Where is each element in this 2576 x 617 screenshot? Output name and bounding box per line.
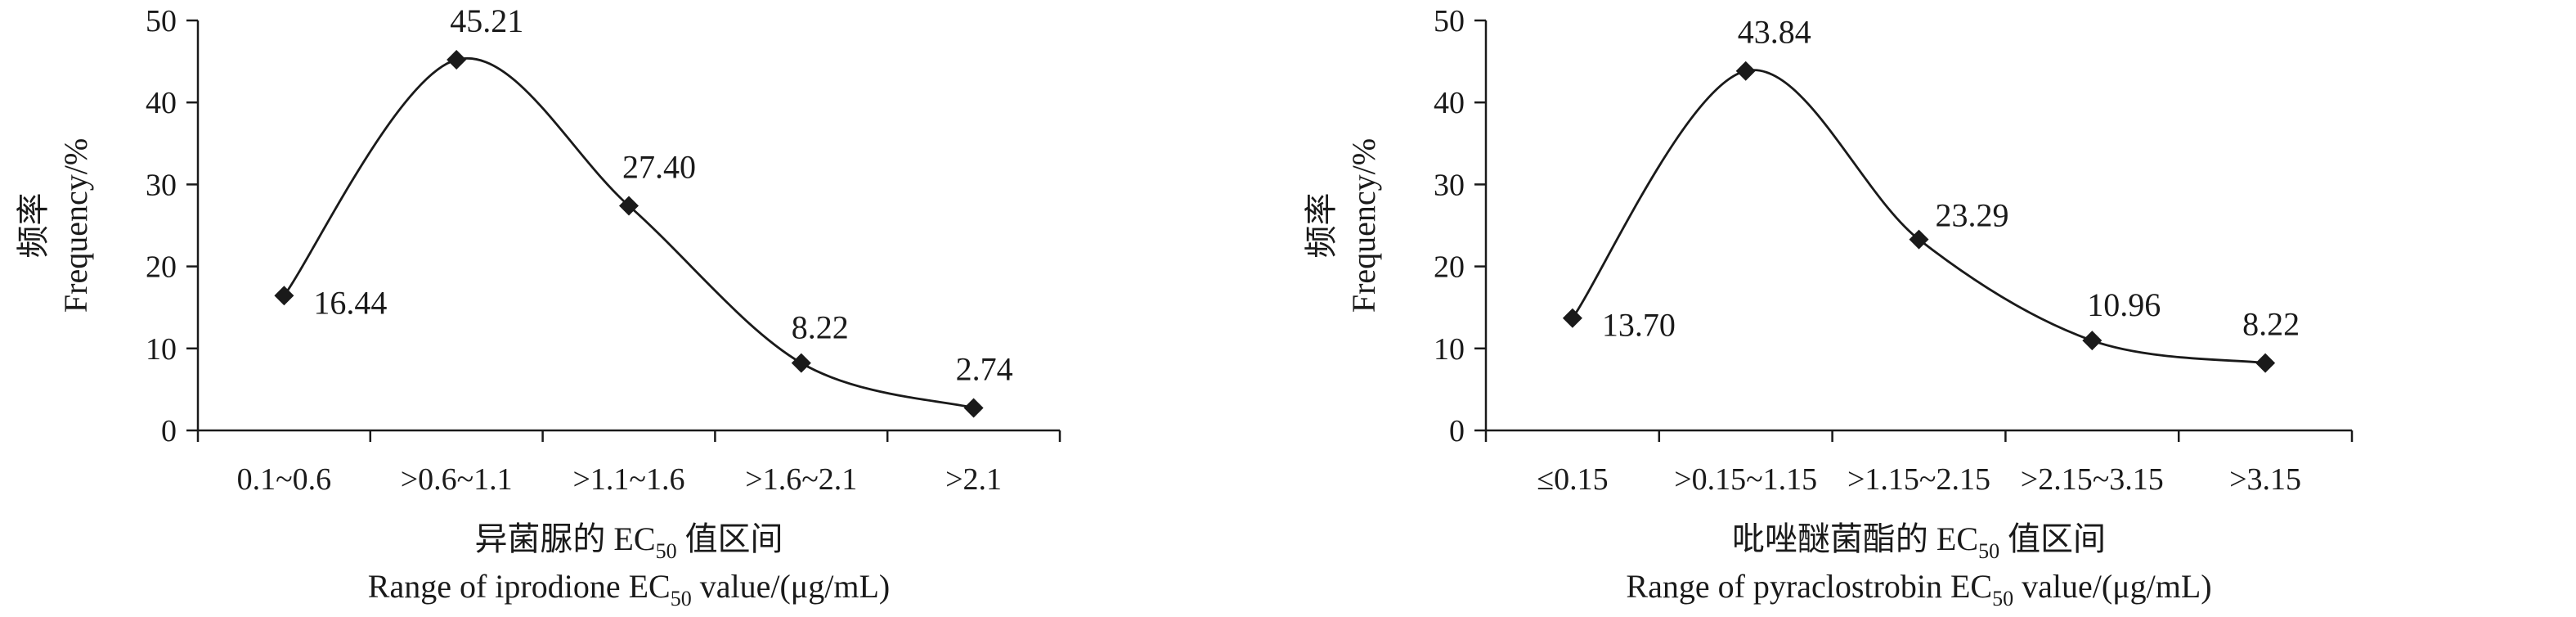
y-axis-title-en: Frequency/% bbox=[1345, 138, 1382, 313]
y-tick-label: 0 bbox=[161, 414, 177, 448]
x-tick-label: >3.15 bbox=[2229, 462, 2301, 497]
series-line bbox=[283, 56, 974, 409]
data-label: 23.29 bbox=[1936, 197, 2009, 234]
data-point bbox=[274, 286, 294, 306]
y-axis-title-en: Frequency/% bbox=[57, 138, 94, 313]
y-tick-label: 30 bbox=[146, 168, 177, 202]
y-tick-label: 10 bbox=[1434, 332, 1465, 367]
data-point bbox=[1909, 229, 1929, 250]
data-label: 8.22 bbox=[792, 309, 849, 346]
data-label: 8.22 bbox=[2242, 306, 2300, 343]
y-tick-label: 20 bbox=[1434, 250, 1465, 285]
data-point bbox=[791, 353, 811, 373]
x-tick-label: ≤0.15 bbox=[1537, 462, 1608, 497]
data-label: 13.70 bbox=[1602, 307, 1676, 344]
x-tick-label: >0.6~1.1 bbox=[401, 462, 513, 497]
data-label: 16.44 bbox=[313, 284, 387, 321]
data-point bbox=[1735, 61, 1756, 81]
y-tick-label: 10 bbox=[146, 332, 177, 367]
x-axis-title-en: Range of iprodione EC50 value/(μg/mL) bbox=[368, 568, 890, 610]
data-label: 10.96 bbox=[2087, 286, 2161, 323]
data-point bbox=[447, 49, 467, 70]
x-tick-label: >1.6~2.1 bbox=[745, 462, 857, 497]
x-axis-title-en: Range of pyraclostrobin EC50 value/(μg/m… bbox=[1626, 568, 2211, 610]
series-line bbox=[1571, 69, 2266, 365]
x-axis-title-cn: 异菌脲的 EC50 值区间 bbox=[474, 520, 783, 563]
x-tick-label: >1.15~2.15 bbox=[1847, 462, 1990, 497]
x-axis-title-cn: 吡唑醚菌酯的 EC50 值区间 bbox=[1732, 520, 2106, 563]
data-point bbox=[619, 196, 639, 216]
y-axis-title-cn: 频率 bbox=[1303, 193, 1340, 259]
data-point bbox=[963, 398, 984, 418]
y-tick-label: 50 bbox=[1434, 4, 1465, 38]
data-label: 2.74 bbox=[956, 351, 1013, 388]
y-tick-label: 0 bbox=[1449, 414, 1465, 448]
y-tick-label: 40 bbox=[146, 86, 177, 120]
x-tick-label: >2.1 bbox=[945, 462, 1002, 497]
x-tick-label: >2.15~3.15 bbox=[2021, 462, 2164, 497]
y-tick-label: 20 bbox=[146, 250, 177, 285]
data-point bbox=[2255, 353, 2276, 373]
y-axis-title-cn: 频率 bbox=[15, 193, 52, 259]
chart-iprodione: 0 10 20 30 40 50 0.1~0.6 >0.6~1.1 >1.1~1.6 >1.6~2… bbox=[15, 2, 1061, 610]
y-tick-label: 30 bbox=[1434, 168, 1465, 202]
data-point bbox=[1562, 308, 1582, 328]
data-label: 45.21 bbox=[450, 2, 523, 39]
chart-pyraclostrobin: 0 10 20 30 40 50 ≤0.15 >0.15~1.15 >1.15~2.15 >2.1… bbox=[1303, 4, 2354, 610]
data-point bbox=[2082, 331, 2103, 351]
data-label: 27.40 bbox=[622, 148, 696, 185]
x-tick-label: 0.1~0.6 bbox=[237, 462, 332, 497]
y-tick-label: 40 bbox=[1434, 86, 1465, 120]
x-tick-label: >1.1~1.6 bbox=[573, 462, 685, 497]
y-tick-label: 50 bbox=[146, 4, 177, 38]
x-tick-label: >0.15~1.15 bbox=[1674, 462, 1817, 497]
data-label: 43.84 bbox=[1738, 14, 1811, 51]
